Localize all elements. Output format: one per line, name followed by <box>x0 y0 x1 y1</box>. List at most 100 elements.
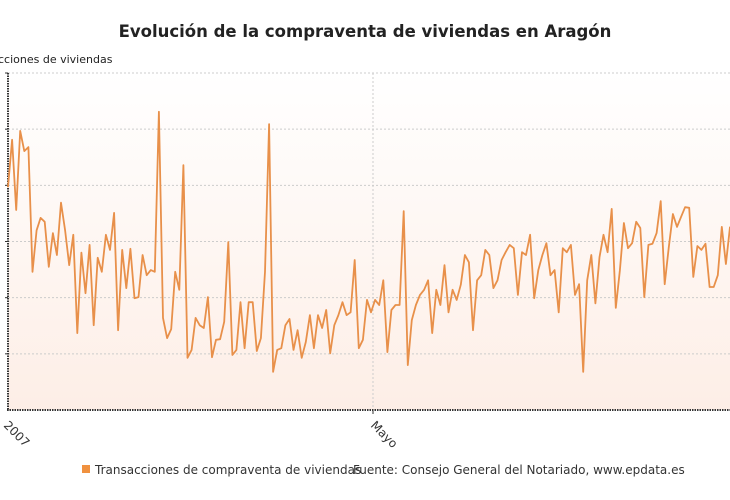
data-point <box>680 216 682 218</box>
data-point <box>627 247 629 249</box>
data-point <box>40 217 42 219</box>
data-point <box>313 347 315 349</box>
data-point <box>174 271 176 273</box>
data-point <box>443 264 445 266</box>
data-point <box>191 349 193 351</box>
data-point <box>276 349 278 351</box>
data-point <box>27 146 29 148</box>
data-point <box>399 304 401 306</box>
legend-label[interactable]: Transacciones de compraventa de vivienda… <box>94 463 361 477</box>
data-point <box>725 263 727 265</box>
data-point <box>537 269 539 271</box>
data-point <box>721 226 723 228</box>
data-point <box>97 257 99 259</box>
data-point <box>619 269 621 271</box>
chart-title: Evolución de la compraventa de viviendas… <box>119 22 612 41</box>
data-point <box>252 301 254 303</box>
data-point <box>566 251 568 253</box>
data-point <box>521 251 523 253</box>
data-point <box>56 254 58 256</box>
data-point <box>142 254 144 256</box>
data-point <box>448 311 450 313</box>
data-point <box>31 271 33 273</box>
data-point <box>23 150 25 152</box>
data-point <box>533 297 535 299</box>
gridlines <box>5 72 730 355</box>
data-point <box>578 283 580 285</box>
data-point <box>150 269 152 271</box>
data-point <box>374 299 376 301</box>
data-point <box>158 111 160 113</box>
data-point <box>529 234 531 236</box>
data-point <box>611 208 613 210</box>
data-point <box>117 329 119 331</box>
data-point <box>350 311 352 313</box>
data-point <box>182 164 184 166</box>
data-point <box>272 371 274 373</box>
data-point <box>431 332 433 334</box>
data-point <box>346 314 348 316</box>
data-point <box>101 271 103 273</box>
data-point <box>505 251 507 253</box>
data-point <box>496 279 498 281</box>
data-point <box>407 364 409 366</box>
data-point <box>72 234 74 236</box>
data-point <box>370 311 372 313</box>
data-point <box>378 304 380 306</box>
data-point <box>248 301 250 303</box>
data-point <box>660 200 662 202</box>
data-point <box>85 292 87 294</box>
data-point <box>476 279 478 281</box>
data-point <box>235 349 237 351</box>
data-point <box>598 256 600 258</box>
data-point <box>484 249 486 251</box>
data-point <box>76 332 78 334</box>
y-axis-label: cciones de viviendas <box>0 53 113 66</box>
data-point <box>452 289 454 291</box>
data-point <box>240 301 242 303</box>
data-point <box>68 264 70 266</box>
data-point <box>423 289 425 291</box>
data-point <box>615 307 617 309</box>
data-point <box>439 304 441 306</box>
data-point <box>121 249 123 251</box>
data-point <box>268 123 270 125</box>
data-point <box>643 296 645 298</box>
data-point <box>337 314 339 316</box>
data-point <box>480 274 482 276</box>
data-point <box>395 304 397 306</box>
data-point <box>341 301 343 303</box>
data-point <box>199 324 201 326</box>
data-point <box>64 229 66 231</box>
data-point <box>305 341 307 343</box>
data-point <box>692 276 694 278</box>
data-point <box>288 318 290 320</box>
data-point <box>562 247 564 249</box>
data-point <box>284 324 286 326</box>
data-point <box>676 226 678 228</box>
data-point <box>464 254 466 256</box>
data-point <box>460 284 462 286</box>
data-point <box>590 254 592 256</box>
x-tick-label-2007: 2007 <box>1 418 32 449</box>
data-point <box>162 317 164 319</box>
data-point <box>501 259 503 261</box>
data-point <box>492 287 494 289</box>
data-point <box>329 352 331 354</box>
data-point <box>138 296 140 298</box>
data-point <box>472 329 474 331</box>
data-point <box>366 299 368 301</box>
data-point <box>301 357 303 359</box>
data-point <box>36 229 38 231</box>
data-point <box>227 241 229 243</box>
data-point <box>260 337 262 339</box>
data-point <box>105 234 107 236</box>
data-point <box>509 244 511 246</box>
data-point <box>390 309 392 311</box>
data-point <box>635 221 637 223</box>
data-point <box>211 356 213 358</box>
data-point <box>582 371 584 373</box>
data-point <box>594 302 596 304</box>
data-point <box>647 244 649 246</box>
